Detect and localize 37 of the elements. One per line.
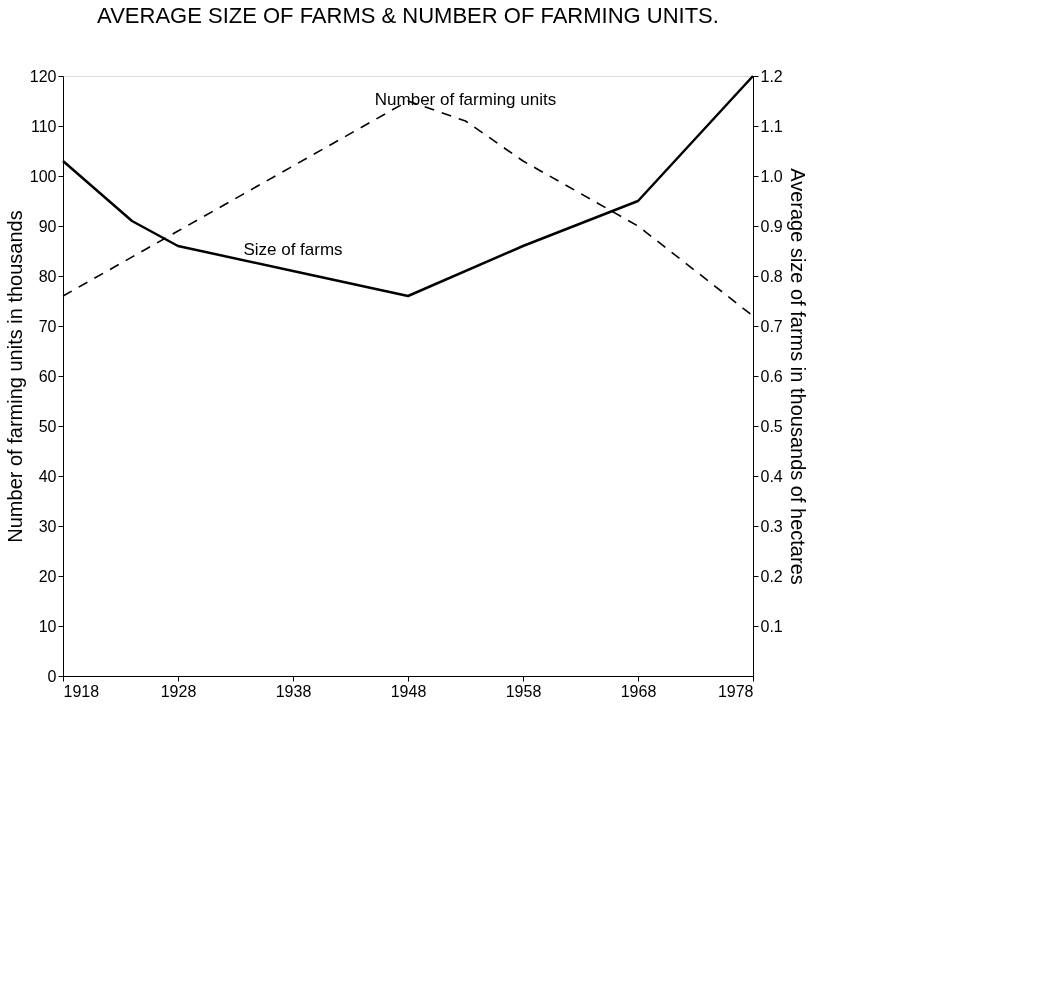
y-axis-title: Number of farming units in thousands <box>3 210 26 543</box>
x-tick-label: 1958 <box>505 682 542 700</box>
y-tick-label: 90 <box>38 217 57 235</box>
y2-tick-label: 0.6 <box>760 367 783 385</box>
y-tick-label: 70 <box>38 317 57 335</box>
series-label: Size of farms <box>243 240 343 259</box>
x-tick-label: 1948 <box>390 682 427 700</box>
y2-tick-label: 0.1 <box>760 617 783 635</box>
y2-tick-label: 1.0 <box>760 167 783 185</box>
y-tick-label: 0 <box>47 667 57 685</box>
y2-tick-label: 1.2 <box>760 67 783 85</box>
y2-tick-label: 0.4 <box>760 467 783 485</box>
y2-tick-label: 0.3 <box>760 517 783 535</box>
y-tick-label: 50 <box>38 417 57 435</box>
y2-tick-label: 1.1 <box>760 117 783 135</box>
x-tick-label: 1968 <box>620 682 657 700</box>
y-tick-label: 20 <box>38 567 57 585</box>
y-tick-label: 10 <box>38 617 57 635</box>
x-tick-label: 1918 <box>63 682 100 700</box>
y-tick-label: 100 <box>29 167 57 185</box>
y-tick-label: 80 <box>38 267 57 285</box>
x-tick-label: 1938 <box>275 682 312 700</box>
chart-title: AVERAGE SIZE OF FARMS & NUMBER OF FARMING UNITS. <box>97 3 719 28</box>
y2-tick-label: 0.8 <box>760 267 783 285</box>
series-label: Number of farming units <box>374 90 557 109</box>
x-tick-label: 1928 <box>160 682 197 700</box>
y2-axis-title: Average size of farms in thousands of hectares <box>786 168 809 585</box>
y-tick-label: 120 <box>29 67 57 85</box>
y-tick-label: 110 <box>30 117 57 135</box>
x-tick-label: 1978 <box>717 682 754 700</box>
y-tick-label: 60 <box>38 367 57 385</box>
y2-tick-label: 0.2 <box>760 567 783 585</box>
y2-tick-label: 0.5 <box>760 417 783 435</box>
y2-tick-label: 0.7 <box>760 317 783 335</box>
y-tick-label: 40 <box>38 467 57 485</box>
y-tick-label: 30 <box>38 517 57 535</box>
y2-tick-label: 0.9 <box>760 217 783 235</box>
